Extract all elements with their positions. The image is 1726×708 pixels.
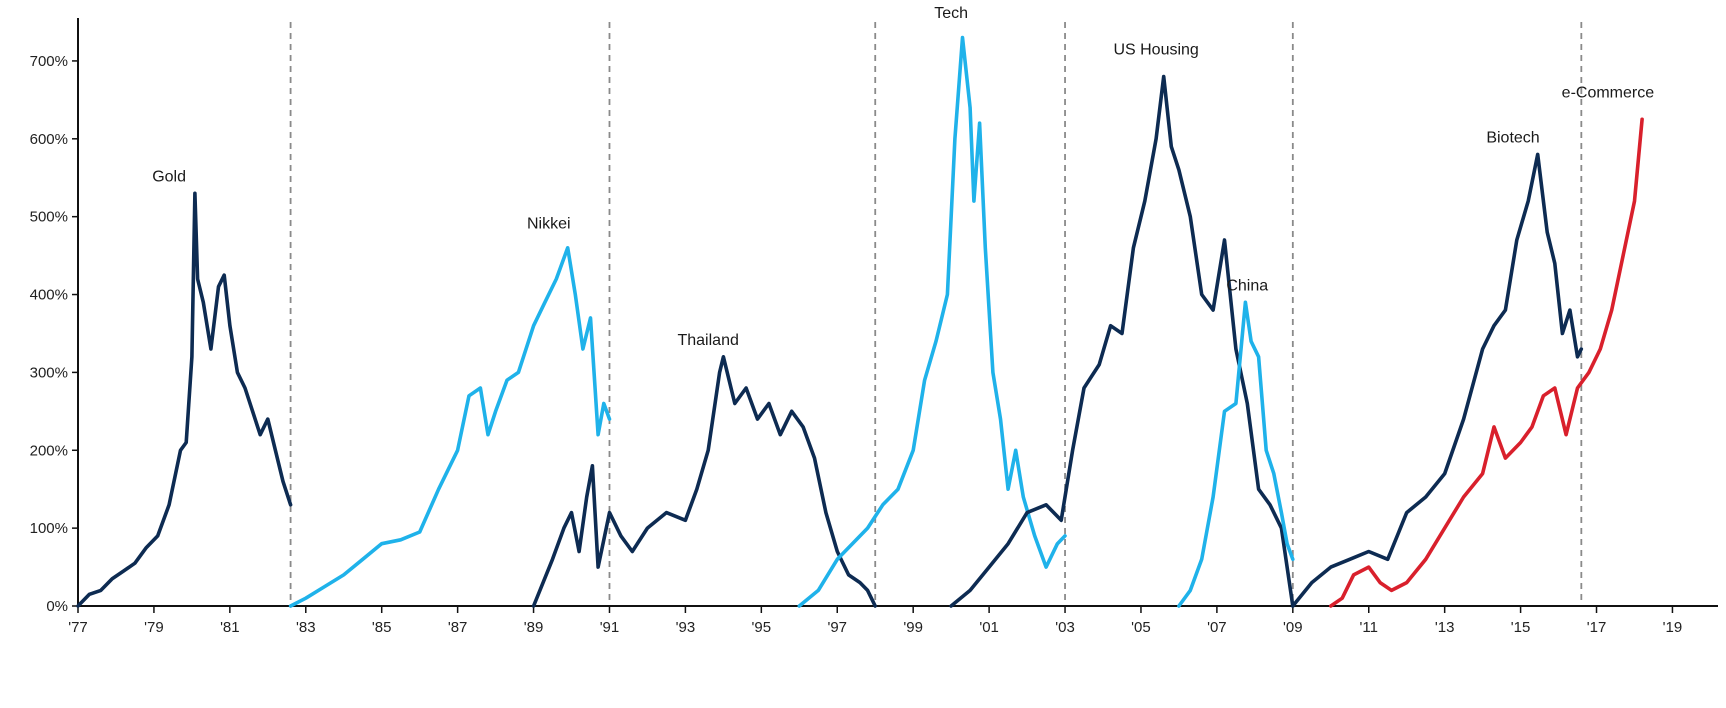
divider-layer: [289, 22, 1583, 606]
series-line-china: [1177, 300, 1295, 608]
axes-layer: 0% 100% 200% 300% 400% 500% 600% 700% '77 '79 '81 '…: [30, 18, 1718, 636]
series-line-e-commerce: [1329, 117, 1644, 608]
x-tick-label: '79: [144, 619, 164, 636]
x-tick-label: '09: [1283, 619, 1303, 636]
x-tick-label: '11: [1360, 619, 1378, 636]
x-tick-label: '97: [827, 619, 847, 636]
annotation-layer: Gold Nikkei Thailand Tech US Housing China Bio…: [152, 5, 1654, 349]
x-tick-label: '03: [1055, 619, 1075, 636]
x-tick-label: '99: [903, 619, 923, 636]
x-tick-label: '89: [524, 619, 544, 636]
x-tick-label: '81: [220, 619, 240, 636]
annotation-label: e-Commerce: [1562, 85, 1655, 102]
series-line-us-housing: [949, 74, 1295, 608]
y-tick-label: 300%: [30, 364, 68, 381]
series-line-nikkei: [288, 246, 612, 608]
x-tick-label: '19: [1663, 619, 1683, 636]
y-tick-label: 100%: [30, 520, 68, 537]
x-tick-label: '15: [1511, 619, 1531, 636]
y-tick-label: 0%: [46, 598, 68, 615]
x-tick-label: '91: [600, 619, 620, 636]
annotation-label: Tech: [934, 5, 968, 22]
x-tick-label: '13: [1435, 619, 1455, 636]
y-tick-label: 400%: [30, 287, 68, 304]
annotation-label: Gold: [152, 169, 186, 186]
series-line-thailand: [531, 354, 878, 608]
y-tick-label: 500%: [30, 209, 68, 226]
x-tick-label: '93: [676, 619, 696, 636]
y-tick-label: 200%: [30, 442, 68, 459]
annotation-label: China: [1226, 278, 1268, 295]
x-tick-label: '83: [296, 619, 316, 636]
y-tick-label: 700%: [30, 53, 68, 70]
series-line-gold: [76, 191, 293, 608]
x-tick-label: '17: [1587, 619, 1607, 636]
series-line-biotech: [1291, 152, 1584, 608]
x-tick-label: '85: [372, 619, 392, 636]
x-tick-label: '87: [448, 619, 468, 636]
annotation-label: Thailand: [677, 332, 738, 349]
series-layer: [76, 35, 1644, 608]
series-line-tech: [797, 35, 1067, 608]
x-tick-label: '07: [1207, 619, 1227, 636]
annotation-label: US Housing: [1113, 42, 1198, 59]
annotation-label: Nikkei: [527, 215, 571, 232]
y-tick-label: 600%: [30, 131, 68, 148]
x-tick-label: '05: [1131, 619, 1151, 636]
annotation-label: Biotech: [1486, 130, 1539, 147]
x-tick-label: '01: [979, 619, 999, 636]
x-tick-label: '77: [68, 619, 88, 636]
x-tick-label: '95: [752, 619, 772, 636]
